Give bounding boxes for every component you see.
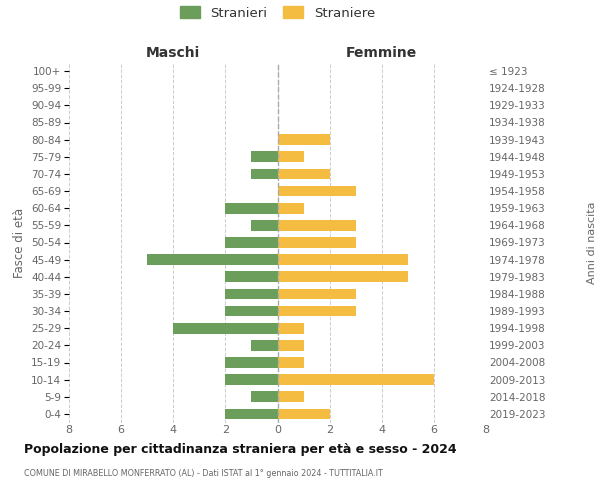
Bar — [251, 392, 277, 402]
Bar — [277, 134, 329, 145]
Bar — [226, 357, 277, 368]
Bar — [277, 392, 304, 402]
Bar — [226, 306, 277, 316]
Bar — [147, 254, 277, 265]
Bar — [277, 272, 408, 282]
Bar — [226, 272, 277, 282]
Text: COMUNE DI MIRABELLO MONFERRATO (AL) - Dati ISTAT al 1° gennaio 2024 - TUTTITALIA: COMUNE DI MIRABELLO MONFERRATO (AL) - Da… — [24, 468, 383, 477]
Bar — [226, 408, 277, 419]
Bar — [277, 323, 304, 334]
Bar — [251, 152, 277, 162]
Bar — [277, 152, 304, 162]
Text: Maschi: Maschi — [146, 46, 200, 60]
Bar — [173, 323, 277, 334]
Bar — [277, 306, 356, 316]
Text: Femmine: Femmine — [346, 46, 418, 60]
Bar — [277, 254, 408, 265]
Bar — [277, 374, 434, 385]
Bar — [277, 288, 356, 299]
Bar — [277, 203, 304, 213]
Y-axis label: Anni di nascita: Anni di nascita — [587, 201, 597, 284]
Bar — [226, 203, 277, 213]
Bar — [251, 168, 277, 179]
Bar — [251, 220, 277, 230]
Bar — [251, 340, 277, 350]
Bar — [226, 237, 277, 248]
Bar — [226, 374, 277, 385]
Legend: Stranieri, Straniere: Stranieri, Straniere — [176, 2, 379, 24]
Bar — [277, 186, 356, 196]
Text: Popolazione per cittadinanza straniera per età e sesso - 2024: Popolazione per cittadinanza straniera p… — [24, 442, 457, 456]
Bar — [277, 340, 304, 350]
Bar — [277, 357, 304, 368]
Bar — [277, 408, 329, 419]
Bar — [277, 220, 356, 230]
Bar — [226, 288, 277, 299]
Y-axis label: Fasce di età: Fasce di età — [13, 208, 26, 278]
Bar — [277, 168, 329, 179]
Bar — [277, 237, 356, 248]
